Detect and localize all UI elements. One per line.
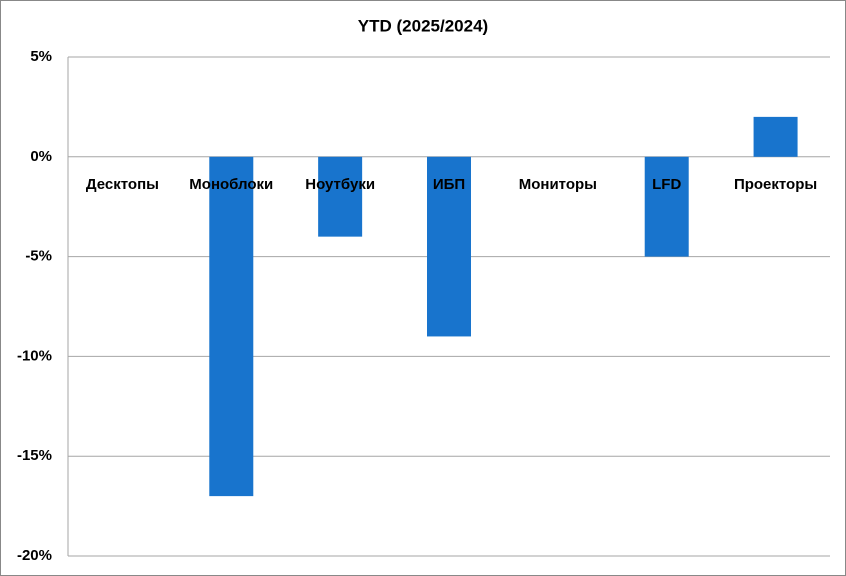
y-tick-label: 5% [30, 48, 52, 65]
bar [209, 156, 254, 497]
chart-title: YTD (2025/2024) [358, 16, 488, 35]
y-tick-label: 0% [30, 148, 52, 165]
y-tick-label: -15% [17, 447, 52, 464]
y-tick-label: -10% [17, 347, 52, 364]
x-tick-label: Моноблоки [189, 176, 273, 193]
bar [427, 156, 471, 337]
x-tick-label: Мониторы [519, 176, 597, 193]
bar [318, 156, 363, 237]
bar [753, 116, 798, 157]
x-tick-label: Ноутбуки [305, 176, 375, 193]
x-tick-label: LFD [652, 176, 681, 193]
x-tick-label: Проекторы [734, 176, 817, 193]
y-tick-label: -20% [17, 547, 52, 564]
x-tick-label: ИБП [433, 176, 465, 193]
bar [644, 156, 689, 257]
y-tick-label: -5% [25, 248, 52, 265]
x-tick-label: Десктопы [86, 176, 159, 193]
